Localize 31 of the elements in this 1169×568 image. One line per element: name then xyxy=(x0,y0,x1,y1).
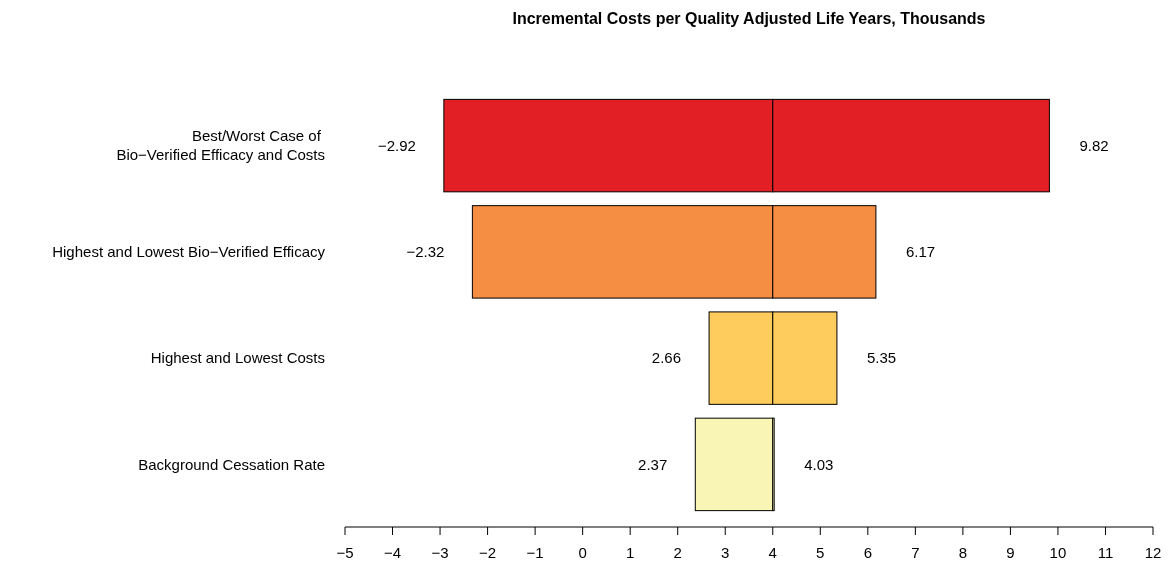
x-tick-label: −2 xyxy=(479,544,497,561)
annotation: 5.35 xyxy=(866,349,897,367)
x-tick-label: −1 xyxy=(526,544,544,561)
x-tick-label: 3 xyxy=(721,544,730,561)
y-tick-label: Highest and Lowest Bio−Verified Efficacy xyxy=(52,243,326,261)
annotation: 6.17 xyxy=(905,243,936,261)
x-tick-label: 12 xyxy=(1144,544,1162,561)
annotation: 4.03 xyxy=(804,455,834,473)
x-tick-label: 2 xyxy=(673,544,682,561)
x-tick-label: −5 xyxy=(336,544,354,561)
x-tick-label: 1 xyxy=(626,544,635,561)
annotation: 2.37 xyxy=(638,455,668,473)
y-tick-label: Highest and Lowest Costs xyxy=(150,349,325,367)
x-tick-label: 0 xyxy=(578,544,587,561)
x-tick-label: 8 xyxy=(958,544,968,561)
x-tick-label: 7 xyxy=(911,544,920,561)
chart-title: Incremental Costs per Quality Adjusted Life Years, Thousands xyxy=(512,10,986,27)
annotation: 2.66 xyxy=(651,349,682,367)
x-tick-label: −4 xyxy=(383,544,402,561)
x-tick-label: −3 xyxy=(431,544,449,561)
x-tick-label: 4 xyxy=(768,544,777,561)
annotation: 9.82 xyxy=(1079,136,1109,154)
x-tick-label: 11 xyxy=(1097,544,1114,561)
y-tick-label: Best/Worst Case of Bio−Verified Efficacy and Costs xyxy=(116,127,325,164)
annotation: −2.32 xyxy=(406,243,445,261)
x-tick-label: 5 xyxy=(816,544,825,561)
x-tick-label: 6 xyxy=(863,544,872,561)
y-tick-label: Background Cessation Rate xyxy=(138,455,325,473)
annotation: −2.92 xyxy=(377,136,416,154)
x-tick-label: 10 xyxy=(1049,544,1067,561)
x-tick-label: 9 xyxy=(1006,544,1015,561)
